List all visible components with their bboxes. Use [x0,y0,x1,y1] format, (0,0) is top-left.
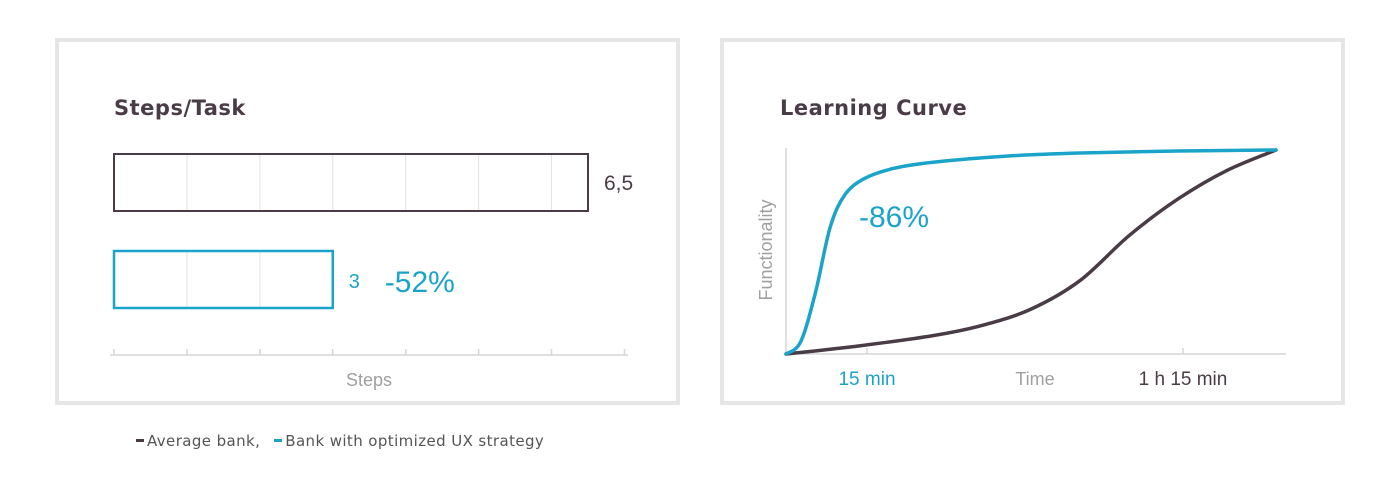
bar-optimized-value-label: 3 [349,271,360,293]
bar-gridlines-average [186,154,553,211]
functionality-axis-label: Functionality [756,199,776,300]
steps-task-title: Steps/Task [114,96,246,120]
legend-label-average: Average bank, [147,432,261,450]
bar-average-value-label: 6,5 [604,172,633,195]
legend-swatch-optimized [274,439,283,442]
steps-task-chart: Steps/Task 6,5 3 -52% Steps [55,38,680,405]
time-tick-15-min: 15 min [838,369,895,390]
curve-average-bank [784,148,1278,356]
bar-optimized-bank [112,249,335,310]
learning-curve-chart: Learning Curve -86% Functionality 15 min… [720,38,1345,405]
curve-change-annotation: -86% [859,201,929,234]
steps-task-plot: 6,5 3 -52% Steps [110,153,633,390]
time-axis-label: Time [1015,369,1054,389]
legend-swatch-average [136,439,144,442]
bar-optimized-change-annotation: -52% [385,266,455,299]
learning-curve-plot: -86% Functionality 15 min Time 1 h 15 mi… [756,148,1286,390]
learning-curve-title: Learning Curve [780,96,968,120]
bar-gridlines-optimized [186,251,261,308]
steps-axis-ticks [113,349,626,355]
curve-optimized-bank [784,148,1278,356]
time-tick-1h-15-min: 1 h 15 min [1139,369,1228,390]
steps-axis-label: Steps [346,370,392,390]
bar-average-bank [113,153,589,212]
legend: Average bank, Bank with optimized UX stra… [136,432,544,450]
legend-label-optimized: Bank with optimized UX strategy [285,432,545,450]
